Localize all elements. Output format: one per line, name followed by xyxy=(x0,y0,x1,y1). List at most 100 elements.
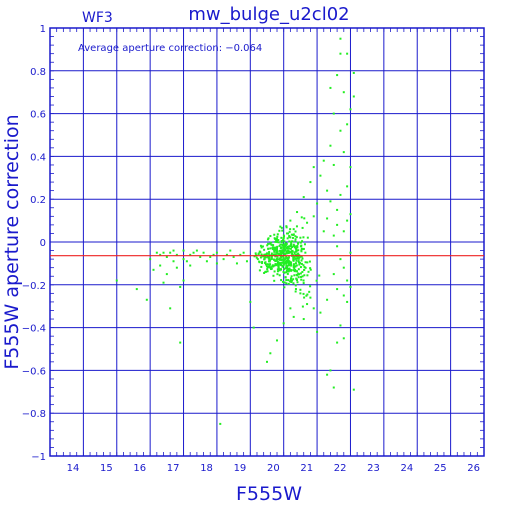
data-point xyxy=(274,238,277,241)
data-point xyxy=(232,255,235,258)
data-point xyxy=(296,244,299,247)
data-point xyxy=(280,256,283,259)
data-point xyxy=(339,52,342,55)
data-point xyxy=(318,274,321,277)
data-point xyxy=(261,260,264,263)
data-point xyxy=(342,294,345,297)
data-point xyxy=(284,245,287,248)
data-point xyxy=(286,269,289,272)
data-point xyxy=(280,279,283,282)
data-point xyxy=(285,279,288,282)
data-point xyxy=(269,266,272,269)
x-axis-label: F555W xyxy=(236,483,302,505)
data-point xyxy=(292,269,295,272)
data-point xyxy=(288,247,291,250)
data-point xyxy=(273,258,276,261)
data-point xyxy=(292,282,295,285)
data-point xyxy=(276,268,279,271)
data-point xyxy=(352,388,355,391)
data-point xyxy=(304,251,307,254)
data-point xyxy=(283,253,286,256)
data-point xyxy=(269,235,272,238)
data-point xyxy=(266,266,269,269)
data-point xyxy=(299,272,302,275)
data-point xyxy=(279,262,282,265)
data-point xyxy=(284,262,287,265)
data-point xyxy=(278,257,281,260)
data-point xyxy=(346,123,349,126)
data-point xyxy=(349,108,352,111)
data-point xyxy=(269,247,272,250)
data-point xyxy=(282,322,285,325)
data-point xyxy=(300,259,303,262)
data-point xyxy=(162,251,165,254)
data-point xyxy=(292,259,295,262)
data-point xyxy=(179,285,182,288)
data-point xyxy=(282,258,285,261)
data-point xyxy=(212,253,215,256)
data-point xyxy=(279,225,282,228)
data-point xyxy=(276,240,279,243)
data-point xyxy=(303,266,306,269)
data-point xyxy=(280,236,283,239)
data-point xyxy=(296,242,299,245)
data-point xyxy=(290,269,293,272)
data-point xyxy=(292,243,295,246)
data-point xyxy=(215,251,218,254)
data-point xyxy=(281,280,284,283)
data-point xyxy=(346,300,349,303)
data-point xyxy=(294,257,297,260)
data-point xyxy=(297,268,300,271)
data-point xyxy=(276,233,279,236)
data-point xyxy=(264,261,267,264)
data-point xyxy=(269,352,272,355)
data-point xyxy=(249,300,252,303)
data-point xyxy=(287,249,290,252)
data-point xyxy=(285,264,288,267)
data-point xyxy=(298,256,301,259)
data-point xyxy=(275,247,278,250)
data-point xyxy=(303,296,306,299)
x-tick-label: 18 xyxy=(200,463,213,474)
data-point xyxy=(273,248,276,251)
data-point xyxy=(297,257,300,260)
data-point xyxy=(349,166,352,169)
data-point xyxy=(302,264,305,267)
data-point xyxy=(294,284,297,287)
data-point xyxy=(316,330,319,333)
data-point xyxy=(270,267,273,270)
x-tick-labels: 14 15 16 17 18 19 20 21 22 23 24 25 26 xyxy=(67,463,480,474)
data-point xyxy=(291,236,294,239)
data-point xyxy=(294,245,297,248)
data-point xyxy=(267,237,270,240)
data-point xyxy=(292,264,295,267)
data-point xyxy=(283,244,286,247)
data-point xyxy=(315,279,318,282)
data-point xyxy=(258,250,261,253)
data-point xyxy=(255,256,258,259)
data-point xyxy=(273,279,276,282)
data-point xyxy=(301,270,304,273)
data-point xyxy=(280,226,283,229)
data-point xyxy=(285,226,288,229)
data-point xyxy=(299,255,302,258)
data-point xyxy=(281,243,284,246)
data-point xyxy=(284,242,287,245)
data-point xyxy=(155,251,158,254)
data-point xyxy=(286,247,289,250)
y-tick-label: 0.8 xyxy=(30,67,46,78)
data-point xyxy=(274,259,277,262)
data-point xyxy=(296,253,299,256)
data-point xyxy=(290,281,293,284)
y-tick-labels: −1 −0.8 −0.6 −0.4 −0.2 0 0.2 0.4 0.6 0.8 1 xyxy=(22,24,46,463)
data-point xyxy=(339,37,342,40)
y-tick-label: 0.4 xyxy=(30,152,46,163)
data-point xyxy=(296,246,299,249)
data-point xyxy=(319,311,322,314)
y-axis-label: F555W aperture correction xyxy=(1,114,23,369)
data-point xyxy=(282,250,285,253)
data-point xyxy=(291,279,294,282)
data-point xyxy=(274,263,277,266)
y-tick-label: 0.2 xyxy=(30,195,46,206)
